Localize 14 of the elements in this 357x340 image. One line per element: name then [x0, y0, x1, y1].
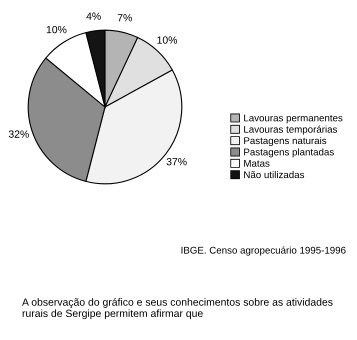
data-label: 10%: [46, 26, 66, 34]
legend-label: Lavouras temporárias: [244, 126, 338, 135]
data-label: 7%: [118, 14, 132, 22]
data-label: 37%: [166, 158, 187, 166]
legend-label: Matas: [244, 160, 270, 167]
text: IBGE. Censo agropecuário 1995-1996: [182, 246, 346, 256]
text: A observação do gráfico e seus conhecimentos sobre as atividades rurais de Sergipe permitem afirmar que: [22, 298, 333, 320]
data-label: 4%: [86, 12, 101, 20]
data-label: 10%: [157, 36, 178, 44]
legend-label: Não utilizadas: [244, 171, 304, 178]
data-label: 32%: [8, 130, 29, 138]
legend-label: Pastagens naturais: [244, 136, 326, 146]
legend-label: Lavouras permanentes: [244, 114, 342, 124]
legend-label: Pastagens plantadas: [244, 148, 334, 158]
